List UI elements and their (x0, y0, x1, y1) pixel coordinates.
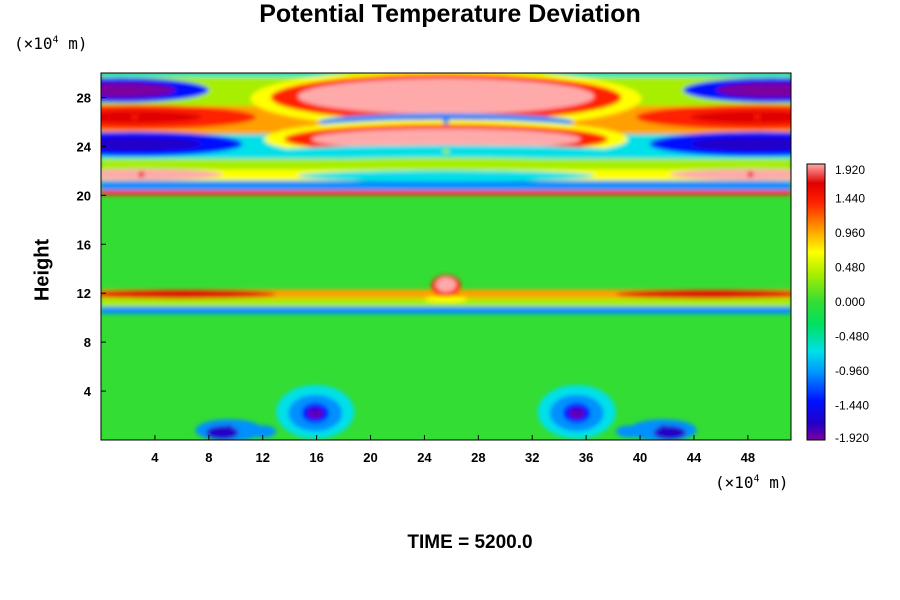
x-tick-label: 44 (687, 450, 702, 465)
field-cell (689, 137, 791, 151)
field-band (101, 306, 791, 314)
colorbar-tick-label: 0.000 (835, 295, 865, 309)
field-cell (101, 110, 203, 124)
y-tick-label: 4 (84, 384, 92, 399)
data-point (754, 114, 761, 121)
data-point (747, 171, 754, 178)
colorbar-tick-label: -0.480 (835, 330, 869, 344)
plot-frame (100, 72, 792, 441)
colorbar-scale (806, 163, 826, 441)
field-cell (297, 170, 595, 182)
y-axis-unit: (×104 m) (14, 34, 88, 53)
field-cell (615, 425, 643, 438)
data-point (443, 118, 449, 125)
x-tick-label: 36 (579, 450, 593, 465)
colorbar-tick-label: -1.920 (835, 431, 869, 445)
y-tick-label: 28 (77, 90, 91, 105)
data-point (118, 87, 125, 94)
y-tick-label: 16 (77, 237, 91, 252)
colorbar-tick-label: 1.920 (835, 163, 865, 177)
field-cell (653, 425, 686, 440)
x-tick-label: 4 (151, 450, 159, 465)
data-point (659, 424, 666, 431)
field-cell (669, 169, 791, 181)
x-axis-unit: (×104 m) (715, 473, 789, 492)
data-point (312, 408, 319, 415)
data-point (443, 282, 449, 289)
field-cell (206, 425, 239, 440)
x-tick-label: 20 (363, 450, 377, 465)
colorbar-tick-label: -1.440 (835, 399, 869, 413)
data-point (443, 95, 449, 102)
data-point (138, 171, 145, 178)
field-band (101, 190, 791, 196)
data-point (767, 87, 774, 94)
x-tick-label: 12 (255, 450, 269, 465)
colorbar-ticks: 1.920 1.440 0.960 0.480 0.000 -0.480 -0.960 -1.… (835, 163, 869, 445)
field-cell (249, 425, 277, 438)
data-point (131, 140, 138, 147)
x-tick-label: 32 (525, 450, 539, 465)
y-tick-label: 24 (77, 139, 92, 154)
x-tick-label: 16 (309, 450, 323, 465)
x-axis-ticks: 4 8 12 16 20 24 28 32 36 40 44 48 (151, 435, 755, 465)
field-cell (101, 82, 176, 98)
y-axis-ticks: 4 8 12 16 20 24 28 (77, 90, 106, 399)
colorbar-tick-label: 0.480 (835, 261, 865, 275)
data-point (443, 136, 449, 143)
x-tick-label: 40 (633, 450, 647, 465)
colorbar-tick-label: -0.960 (835, 364, 869, 378)
field-cell (277, 157, 615, 170)
data-point (573, 408, 580, 415)
x-tick-label: 8 (205, 450, 212, 465)
y-tick-label: 20 (77, 188, 91, 203)
x-tick-label: 28 (471, 450, 485, 465)
data-point (754, 140, 761, 147)
field-cell (101, 169, 223, 181)
plot-area (100, 72, 792, 441)
field-cell (615, 290, 791, 299)
field-cell (101, 137, 203, 151)
chart-title: Potential Temperature Deviation (259, 0, 641, 28)
data-point (443, 148, 449, 155)
colorbar-tick-label: 0.960 (835, 226, 865, 240)
colorbar: 1.920 1.440 0.960 0.480 0.000 -0.480 -0.960 -1.… (806, 163, 869, 445)
data-point (226, 424, 233, 431)
time-label: TIME = 5200.0 (407, 532, 533, 553)
field-cell (716, 82, 791, 98)
y-tick-label: 12 (77, 286, 91, 301)
x-tick-label: 24 (417, 450, 432, 465)
x-tick-label: 48 (741, 450, 755, 465)
field-band (101, 180, 791, 191)
field-cell (689, 110, 791, 124)
field-cell (424, 296, 468, 303)
colorbar-tick-label: 1.440 (835, 192, 865, 206)
data-point (131, 114, 138, 121)
heatmap-field (101, 73, 791, 440)
y-tick-label: 8 (84, 335, 91, 350)
field-cell (101, 290, 277, 299)
